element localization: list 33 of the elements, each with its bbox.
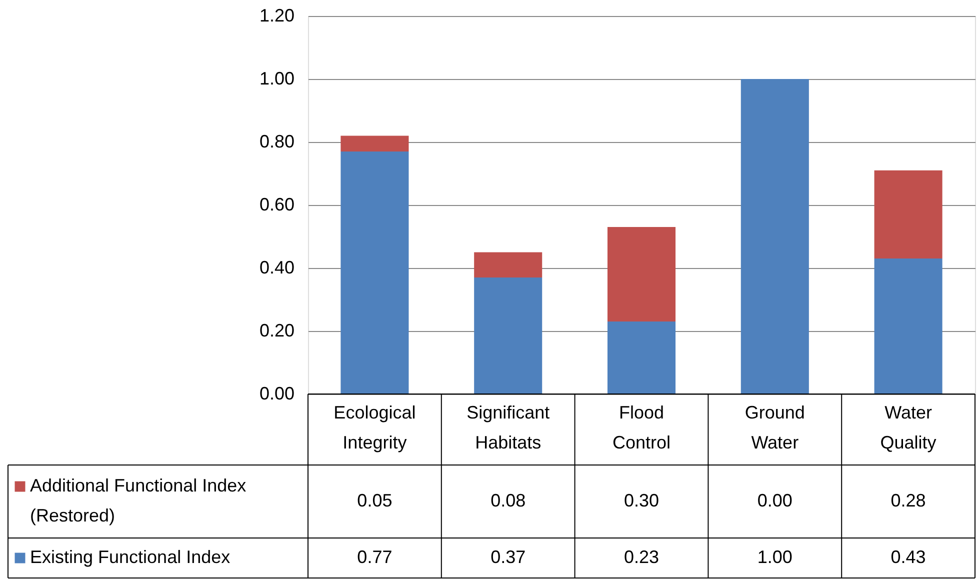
data-label: 0.77 [357,547,392,567]
y-tick-label: 0.00 [259,384,294,404]
bar [340,151,409,394]
x-tick-label: Ground Water [744,402,805,452]
y-tick-label: 0.80 [259,132,294,152]
data-label: 0.00 [757,490,792,510]
legend-label: Additional Functional Index (Restored) [30,476,246,526]
y-tick-label: 0.60 [259,194,294,214]
x-tick-label: Ecological Integrity [334,402,416,452]
bar [607,227,676,322]
x-tick-label: Water Quality [880,402,936,452]
x-tick-label: Flood Control [612,402,671,452]
y-tick-label: 0.20 [259,320,294,340]
bar [474,252,542,278]
bar [607,322,676,394]
data-label: 0.23 [624,547,660,567]
data-label: 0.05 [357,490,392,510]
y-tick-label: 1.00 [259,68,294,88]
y-tick-label: 1.20 [259,6,294,26]
data-label: 0.30 [624,490,660,510]
data-label: 0.08 [490,490,526,510]
bar [874,258,942,394]
x-tick-label: Significant Habitats [466,402,550,452]
bar [874,170,942,259]
data-label: 0.28 [890,490,926,510]
y-tick-label: 0.40 [259,258,294,278]
data-label: 0.37 [490,547,526,567]
bar [474,277,542,394]
legend-label: Existing Functional Index [30,547,230,567]
bar [340,136,409,152]
data-label: 1.00 [757,547,792,567]
data-label: 0.43 [890,547,926,567]
bar [740,79,809,394]
